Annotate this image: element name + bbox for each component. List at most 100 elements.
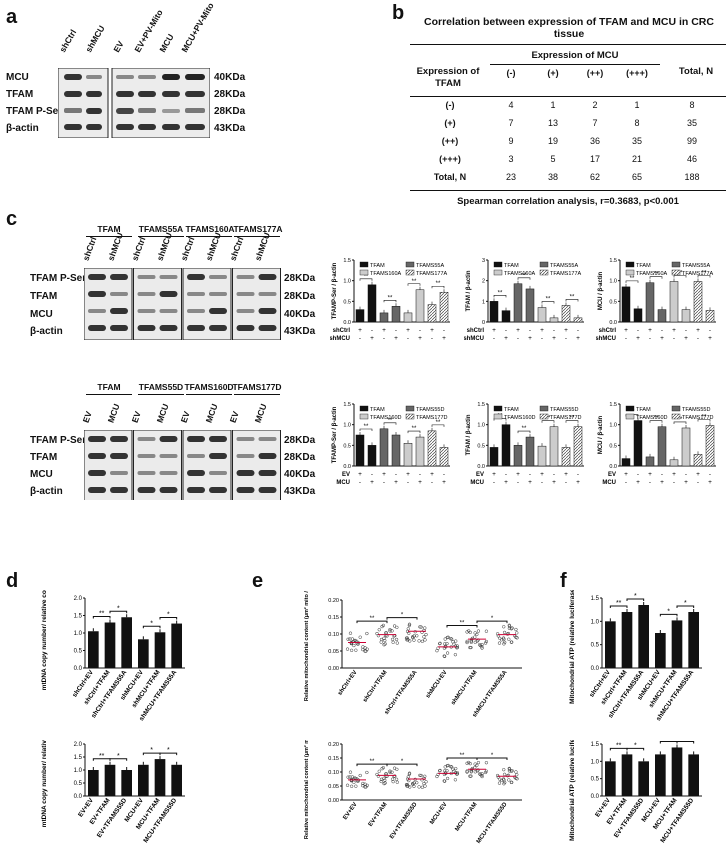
legend-swatch bbox=[671, 261, 681, 268]
data-point bbox=[501, 636, 506, 640]
data-point bbox=[443, 779, 447, 783]
data-point bbox=[465, 769, 469, 773]
data-point bbox=[468, 645, 472, 650]
kda-label: 43KDa bbox=[284, 326, 316, 337]
sig-star: * bbox=[667, 608, 670, 615]
data-point bbox=[473, 762, 477, 766]
legend-swatch bbox=[671, 413, 681, 420]
data-point bbox=[469, 770, 474, 774]
group-label: TFAMS177A bbox=[233, 224, 283, 234]
data-point bbox=[451, 640, 455, 644]
condition-sign: + bbox=[394, 335, 398, 342]
chart-f-bottom: 0.0 0.5 1.0 1.5 Mitochondrial ATP (relative … bbox=[569, 740, 702, 844]
chart-e-top: 0.00 0.05 0.10 0.15 0.20 Relative mitochondri… bbox=[303, 590, 522, 719]
sig-star: ** bbox=[570, 294, 575, 300]
data-point bbox=[390, 770, 394, 774]
bar bbox=[88, 770, 99, 796]
bar bbox=[427, 304, 437, 323]
chart-e-bottom: 0.00 0.05 0.10 0.15 0.20 Relative mitochondri… bbox=[303, 740, 522, 845]
condition-sign: + bbox=[564, 327, 568, 334]
group-label: TFAM bbox=[97, 224, 121, 234]
table-row-header: Expression of TFAM bbox=[416, 66, 480, 89]
data-point bbox=[345, 647, 350, 651]
band bbox=[137, 292, 156, 296]
data-point bbox=[419, 773, 423, 778]
data-point bbox=[380, 767, 384, 771]
condition-sign: + bbox=[504, 335, 508, 342]
legend-swatch bbox=[625, 413, 635, 420]
y-tick-label: 1.5 bbox=[477, 402, 485, 408]
data-point bbox=[497, 781, 502, 785]
table-cell: 35 bbox=[631, 136, 642, 146]
condition-sign: + bbox=[406, 471, 410, 478]
y-axis-label: MCU / β-actin bbox=[598, 416, 604, 455]
sig-bracket bbox=[109, 758, 128, 761]
y-tick-label: 1.5 bbox=[74, 614, 83, 620]
data-point bbox=[507, 778, 511, 782]
data-point bbox=[352, 780, 356, 784]
condition-sign: + bbox=[442, 335, 446, 342]
row-label: TFAM bbox=[30, 452, 58, 463]
sig-bracket bbox=[159, 752, 178, 756]
band bbox=[187, 487, 205, 493]
lane-label: MCU bbox=[105, 402, 122, 424]
row-label: MCU bbox=[30, 309, 53, 320]
band bbox=[258, 453, 277, 459]
condition-label: shCtrl bbox=[333, 328, 351, 334]
condition-sign: + bbox=[540, 327, 544, 334]
data-point bbox=[478, 772, 482, 776]
condition-sign: + bbox=[552, 335, 556, 342]
table-cell: 36 bbox=[589, 136, 600, 146]
data-point bbox=[377, 769, 381, 773]
lane-label: MCU+PV-Mito bbox=[179, 0, 216, 55]
row-label: TFAM bbox=[30, 291, 58, 302]
sig-bracket bbox=[476, 757, 508, 760]
data-point bbox=[390, 637, 395, 642]
band bbox=[187, 470, 205, 476]
condition-sign: + bbox=[516, 327, 520, 334]
band bbox=[88, 487, 106, 493]
legend-label: TFAMS55A bbox=[682, 263, 710, 269]
band bbox=[88, 274, 106, 280]
x-tick-label: EV+TFAM bbox=[368, 802, 389, 828]
legend-label: TFAMS177A bbox=[682, 271, 714, 277]
lane-label: EV bbox=[129, 409, 143, 424]
condition-sign: + bbox=[696, 471, 700, 478]
legend-swatch bbox=[539, 269, 549, 276]
sig-star: ** bbox=[364, 274, 369, 280]
sig-star: * bbox=[167, 612, 170, 619]
legend-swatch bbox=[359, 405, 369, 412]
data-point bbox=[515, 631, 519, 635]
y-tick-label: 1.0 bbox=[343, 423, 351, 429]
band bbox=[110, 274, 128, 280]
bar bbox=[621, 612, 633, 668]
data-point bbox=[384, 774, 388, 778]
band bbox=[137, 487, 156, 493]
data-point bbox=[515, 773, 519, 777]
y-tick-label: 1.5 bbox=[609, 402, 617, 408]
data-point bbox=[395, 780, 399, 784]
legend-swatch bbox=[539, 413, 549, 420]
y-tick-label: 1.5 bbox=[343, 258, 351, 264]
band bbox=[258, 274, 277, 280]
data-point bbox=[478, 642, 482, 647]
kda-label: 28KDa bbox=[284, 291, 316, 302]
sig-star: * bbox=[117, 605, 120, 612]
sig-bracket bbox=[359, 278, 373, 281]
data-point bbox=[480, 773, 484, 778]
condition-sign: + bbox=[418, 479, 422, 486]
y-tick-label: 1.0 bbox=[74, 768, 83, 774]
band bbox=[258, 325, 277, 331]
data-point bbox=[382, 643, 386, 647]
row-label: β-actin bbox=[6, 123, 39, 134]
condition-sign: + bbox=[370, 335, 374, 342]
sig-star: ** bbox=[630, 276, 635, 282]
data-point bbox=[365, 631, 369, 636]
condition-label: shCtrl bbox=[599, 328, 617, 334]
y-axis-label: mtDNA copy number/ relative control bbox=[41, 590, 48, 690]
data-point bbox=[495, 632, 500, 636]
condition-sign: - bbox=[697, 335, 699, 342]
legend-label: TFAMS177D bbox=[682, 415, 714, 421]
data-point bbox=[379, 779, 383, 784]
